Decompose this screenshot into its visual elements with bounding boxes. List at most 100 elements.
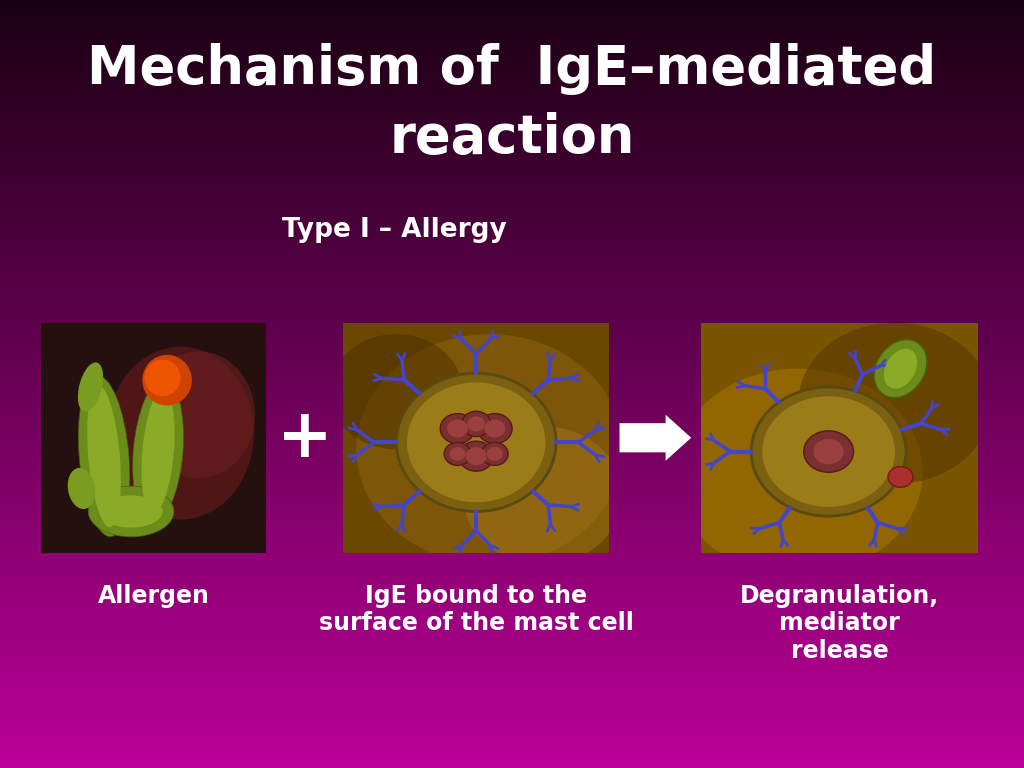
Bar bbox=[0, 71, 1024, 74]
Bar bbox=[0, 617, 1024, 620]
Bar bbox=[0, 474, 1024, 476]
Bar bbox=[0, 15, 1024, 18]
Bar bbox=[0, 499, 1024, 502]
Bar bbox=[0, 630, 1024, 632]
Bar bbox=[0, 709, 1024, 712]
Bar bbox=[0, 159, 1024, 161]
Bar bbox=[0, 59, 1024, 61]
Circle shape bbox=[484, 419, 505, 438]
Bar bbox=[0, 286, 1024, 290]
Bar bbox=[0, 113, 1024, 115]
Bar bbox=[0, 290, 1024, 292]
Bar bbox=[0, 90, 1024, 92]
Bar bbox=[0, 207, 1024, 210]
Bar bbox=[0, 545, 1024, 548]
Bar bbox=[0, 369, 1024, 371]
Bar bbox=[0, 284, 1024, 286]
Bar bbox=[0, 760, 1024, 763]
Bar bbox=[0, 84, 1024, 87]
Ellipse shape bbox=[133, 380, 183, 523]
Bar bbox=[0, 612, 1024, 614]
Bar bbox=[0, 412, 1024, 415]
Bar bbox=[0, 482, 1024, 484]
Bar bbox=[0, 443, 1024, 445]
Bar bbox=[0, 74, 1024, 77]
Ellipse shape bbox=[68, 468, 95, 509]
Bar bbox=[0, 161, 1024, 164]
Bar bbox=[0, 505, 1024, 507]
Bar bbox=[0, 23, 1024, 25]
Bar bbox=[0, 353, 1024, 356]
Bar bbox=[0, 179, 1024, 182]
Circle shape bbox=[481, 442, 508, 465]
Circle shape bbox=[396, 373, 556, 511]
Bar bbox=[0, 21, 1024, 23]
Circle shape bbox=[799, 323, 992, 484]
Bar bbox=[0, 624, 1024, 627]
Bar bbox=[0, 233, 1024, 236]
Circle shape bbox=[330, 334, 463, 449]
Bar bbox=[0, 305, 1024, 307]
Circle shape bbox=[762, 396, 895, 507]
Bar bbox=[0, 297, 1024, 300]
Bar bbox=[0, 351, 1024, 353]
Bar bbox=[0, 753, 1024, 755]
Bar bbox=[0, 220, 1024, 223]
Bar bbox=[0, 69, 1024, 71]
Bar bbox=[0, 509, 1024, 512]
Bar bbox=[0, 415, 1024, 417]
Bar bbox=[0, 171, 1024, 174]
Bar bbox=[0, 79, 1024, 82]
Bar bbox=[0, 110, 1024, 113]
Bar bbox=[0, 194, 1024, 197]
Bar bbox=[0, 558, 1024, 561]
Bar bbox=[0, 555, 1024, 558]
Bar bbox=[0, 292, 1024, 294]
Text: reaction: reaction bbox=[389, 112, 635, 164]
Bar bbox=[0, 517, 1024, 520]
Bar bbox=[0, 33, 1024, 36]
Bar bbox=[0, 701, 1024, 704]
Bar bbox=[0, 666, 1024, 668]
Bar bbox=[0, 228, 1024, 230]
Bar bbox=[0, 422, 1024, 425]
Bar bbox=[0, 359, 1024, 361]
Bar bbox=[0, 599, 1024, 601]
Bar bbox=[0, 2, 1024, 5]
Bar bbox=[0, 532, 1024, 535]
Bar bbox=[0, 538, 1024, 540]
Bar bbox=[0, 676, 1024, 678]
Bar bbox=[0, 141, 1024, 144]
Bar bbox=[0, 745, 1024, 747]
Bar bbox=[0, 653, 1024, 655]
Bar bbox=[0, 525, 1024, 528]
Bar bbox=[0, 41, 1024, 44]
Bar bbox=[0, 125, 1024, 128]
Bar bbox=[0, 330, 1024, 333]
Bar bbox=[0, 205, 1024, 207]
Bar bbox=[0, 512, 1024, 515]
Bar bbox=[0, 540, 1024, 543]
Bar bbox=[0, 678, 1024, 681]
Bar bbox=[0, 320, 1024, 323]
Ellipse shape bbox=[884, 349, 918, 389]
Bar bbox=[0, 515, 1024, 517]
Circle shape bbox=[888, 467, 913, 488]
Bar bbox=[0, 384, 1024, 386]
Bar bbox=[0, 366, 1024, 369]
Bar bbox=[0, 340, 1024, 343]
Bar bbox=[0, 169, 1024, 171]
Bar bbox=[0, 691, 1024, 694]
Bar bbox=[0, 497, 1024, 499]
Ellipse shape bbox=[141, 389, 175, 514]
Bar bbox=[0, 144, 1024, 146]
Bar bbox=[0, 632, 1024, 635]
Bar bbox=[0, 453, 1024, 455]
Bar bbox=[0, 146, 1024, 148]
Bar bbox=[0, 528, 1024, 530]
Bar bbox=[0, 670, 1024, 674]
Bar bbox=[0, 18, 1024, 21]
Bar bbox=[0, 758, 1024, 760]
Ellipse shape bbox=[144, 359, 180, 396]
Bar bbox=[0, 274, 1024, 276]
